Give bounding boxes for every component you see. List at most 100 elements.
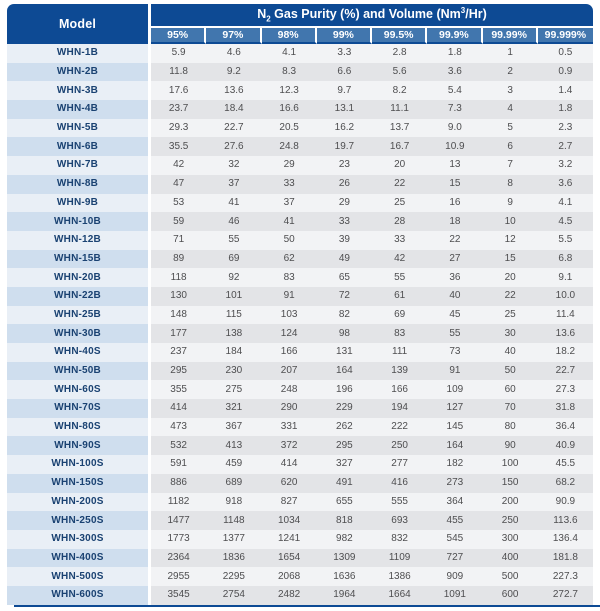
- value-cell: 127: [427, 399, 483, 418]
- value-cell: 29: [316, 193, 372, 213]
- value-cell: 689: [206, 473, 262, 493]
- table-body: WHN-1B 5.9 4.6 4.1 3.3 2.8 1.8 1 0.5 WHN-2B 11.8 9.…: [7, 44, 593, 605]
- table-row: WHN-20B 118 92 83 65 55 36 20 9.1: [7, 268, 593, 287]
- table-row: WHN-7B 42 32 29 23 20 13 7 3.2: [7, 156, 593, 175]
- value-cell: 29: [261, 156, 317, 175]
- value-cell: 26: [316, 174, 372, 194]
- value-cell: 2955: [151, 567, 207, 586]
- value-cell: 1309: [316, 548, 372, 568]
- table-row: WHN-8B 47 37 33 26 22 15 8 3.6: [7, 174, 593, 194]
- table-row: WHN-3B 17.6 13.6 12.3 9.7 8.2 5.4 3 1.4: [7, 81, 593, 101]
- value-cell: 1636: [316, 567, 372, 586]
- value-cell: 124: [261, 324, 317, 343]
- model-cell: WHN-60S: [7, 380, 151, 400]
- value-cell: 20: [372, 156, 428, 175]
- value-cell: 83: [372, 324, 428, 343]
- value-cell: 275: [206, 380, 262, 400]
- value-cell: 414: [261, 455, 317, 474]
- value-cell: 355: [151, 380, 207, 400]
- value-cell: 300: [482, 529, 538, 549]
- model-cell: WHN-40S: [7, 343, 151, 362]
- value-cell: 10.0: [537, 286, 593, 306]
- value-cell: 12.3: [261, 81, 317, 101]
- purity-column-header: 99.99%: [482, 28, 538, 44]
- value-cell: 196: [316, 380, 372, 400]
- value-cell: 6.6: [316, 62, 372, 82]
- value-cell: 22: [427, 230, 483, 250]
- value-cell: 1.8: [537, 100, 593, 119]
- value-cell: 80: [482, 417, 538, 437]
- value-cell: 13.7: [372, 118, 428, 138]
- value-cell: 0.9: [537, 62, 593, 82]
- value-cell: 27.6: [206, 137, 262, 157]
- model-cell: WHN-300S: [7, 529, 151, 549]
- value-cell: 290: [261, 399, 317, 418]
- value-cell: 459: [206, 455, 262, 474]
- value-cell: 2.7: [537, 137, 593, 157]
- value-cell: 16.2: [316, 118, 372, 138]
- value-cell: 455: [427, 511, 483, 530]
- value-cell: 164: [427, 436, 483, 456]
- value-cell: 5.4: [427, 81, 483, 101]
- value-cell: 42: [151, 156, 207, 175]
- value-cell: 60: [482, 380, 538, 400]
- value-cell: 98: [316, 324, 372, 343]
- value-cell: 83: [261, 268, 317, 287]
- value-cell: 53: [151, 193, 207, 213]
- table-row: WHN-150S 886 689 620 491 416 273 150 68.2: [7, 473, 593, 493]
- value-cell: 1964: [316, 585, 372, 605]
- value-cell: 101: [206, 286, 262, 306]
- value-cell: 8.2: [372, 81, 428, 101]
- table-header: Model N2 Gas Purity (%) and Volume (Nm3/…: [7, 4, 593, 44]
- value-cell: 41: [261, 212, 317, 231]
- value-cell: 5.6: [372, 62, 428, 82]
- value-cell: 886: [151, 473, 207, 493]
- value-cell: 12: [482, 230, 538, 250]
- value-cell: 1664: [372, 585, 428, 605]
- purity-column-header: 99.999%: [537, 28, 593, 44]
- value-cell: 367: [206, 417, 262, 437]
- purity-header-superscript: 3: [460, 6, 466, 16]
- value-cell: 9.7: [316, 81, 372, 101]
- value-cell: 16.7: [372, 137, 428, 157]
- value-cell: 166: [261, 343, 317, 362]
- table-row: WHN-12B 71 55 50 39 33 22 12 5.5: [7, 230, 593, 250]
- value-cell: 91: [427, 361, 483, 381]
- value-cell: 118: [151, 268, 207, 287]
- model-cell: WHN-150S: [7, 473, 151, 493]
- value-cell: 13.6: [206, 81, 262, 101]
- value-cell: 166: [372, 380, 428, 400]
- value-cell: 18.2: [537, 343, 593, 362]
- value-cell: 207: [261, 361, 317, 381]
- value-cell: 36.4: [537, 417, 593, 437]
- table-row: WHN-80S 473 367 331 262 222 145 80 36.4: [7, 417, 593, 437]
- value-cell: 65: [316, 268, 372, 287]
- model-cell: WHN-9B: [7, 193, 151, 213]
- value-cell: 91: [261, 286, 317, 306]
- table-row: WHN-9B 53 41 37 29 25 16 9 4.1: [7, 193, 593, 213]
- value-cell: 2: [482, 62, 538, 82]
- value-cell: 33: [261, 174, 317, 194]
- value-cell: 2.3: [537, 118, 593, 138]
- value-cell: 47: [151, 174, 207, 194]
- purity-column-header: 95%: [151, 28, 207, 44]
- value-cell: 5.5: [537, 230, 593, 250]
- model-cell: WHN-80S: [7, 417, 151, 437]
- table-row: WHN-600S 3545 2754 2482 1964 1664 1091 600 272.7: [7, 585, 593, 605]
- value-cell: 4.5: [537, 212, 593, 231]
- value-cell: 227.3: [537, 567, 593, 586]
- value-cell: 13.6: [537, 324, 593, 343]
- table-row: WHN-300S 1773 1377 1241 982 832 545 300 136.4: [7, 529, 593, 549]
- value-cell: 177: [151, 324, 207, 343]
- value-cell: 184: [206, 343, 262, 362]
- model-cell: WHN-70S: [7, 399, 151, 418]
- value-cell: 148: [151, 305, 207, 325]
- value-cell: 30: [482, 324, 538, 343]
- value-cell: 4: [482, 100, 538, 119]
- purity-column-header: 99.9%: [427, 28, 483, 44]
- value-cell: 22.7: [206, 118, 262, 138]
- value-cell: 4.6: [206, 44, 262, 63]
- value-cell: 49: [316, 249, 372, 269]
- model-column-header: Model: [7, 4, 151, 44]
- value-cell: 42: [372, 249, 428, 269]
